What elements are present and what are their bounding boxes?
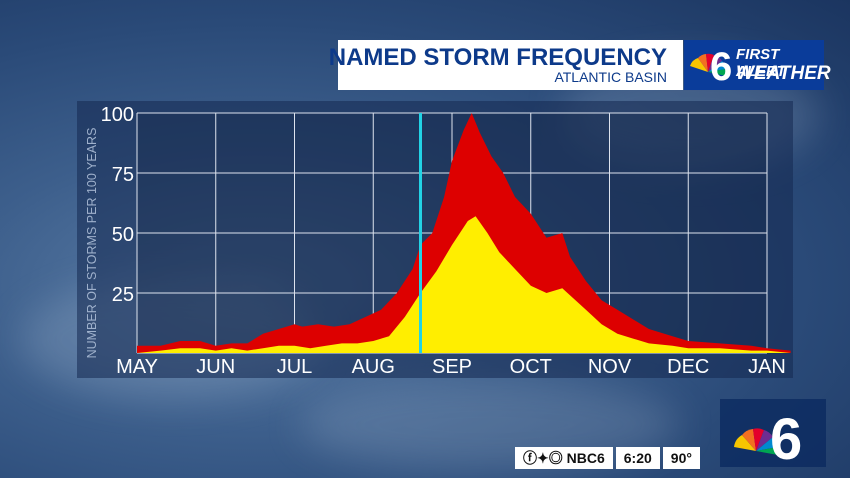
ticker-social: ⓕ✦◎ NBC6: [515, 447, 613, 469]
y-tick-label: 75: [112, 164, 134, 186]
chart-subtitle: ATLANTIC BASIN: [554, 69, 667, 85]
ticker-bar: ⓕ✦◎ NBC6 6:20 90°: [515, 447, 703, 469]
x-tick-label: MAY: [116, 356, 158, 378]
nbc6-corner-logo: 6: [720, 399, 826, 472]
brand-line2: WEATHER: [736, 63, 831, 84]
y-tick-label: 50: [112, 224, 134, 246]
instagram-icon: ◎: [548, 450, 563, 466]
facebook-icon: ⓕ: [523, 450, 537, 466]
title-box: NAMED STORM FREQUENCY ATLANTIC BASIN: [329, 40, 683, 90]
x-tick-label: SEP: [432, 356, 472, 378]
ticker-handle: NBC6: [566, 450, 605, 466]
twitter-icon: ✦: [537, 450, 549, 466]
x-tick-label: OCT: [510, 356, 552, 378]
storm-frequency-chart: 25 50 75 100 MAY JUN JUL AUG SEP OCT NOV DEC JAN NUMB…: [85, 104, 791, 378]
brand-number: 6: [710, 45, 732, 89]
x-tick-label: DEC: [667, 356, 709, 378]
nbc6-peacock-icon: 6: [734, 407, 802, 472]
ticker-time: 6:20: [615, 447, 660, 469]
x-tick-label: AUG: [352, 356, 395, 378]
chart-panel: 25 50 75 100 MAY JUN JUL AUG SEP OCT NOV DEC JAN NUMB…: [77, 101, 793, 378]
y-tick-label: 25: [112, 284, 134, 306]
x-tick-label: JAN: [748, 356, 786, 378]
peacock-logo-icon: 6: [690, 45, 732, 89]
chart-title: NAMED STORM FREQUENCY: [328, 44, 667, 71]
y-axis-label: NUMBER OF STORMS PER 100 YEARS: [85, 128, 99, 359]
y-tick-label: 100: [101, 104, 134, 126]
corner-number: 6: [770, 407, 802, 467]
series-area-1: [137, 216, 791, 353]
first-alert-weather-logo: 6 FIRST ALERT WEATHER: [684, 40, 831, 90]
brand-line1: FIRST ALERT: [736, 46, 786, 80]
x-tick-label: JUN: [196, 356, 235, 378]
x-tick-label: NOV: [588, 356, 632, 378]
ticker-temp: 90°: [662, 447, 700, 469]
x-tick-label: JUL: [277, 356, 313, 378]
